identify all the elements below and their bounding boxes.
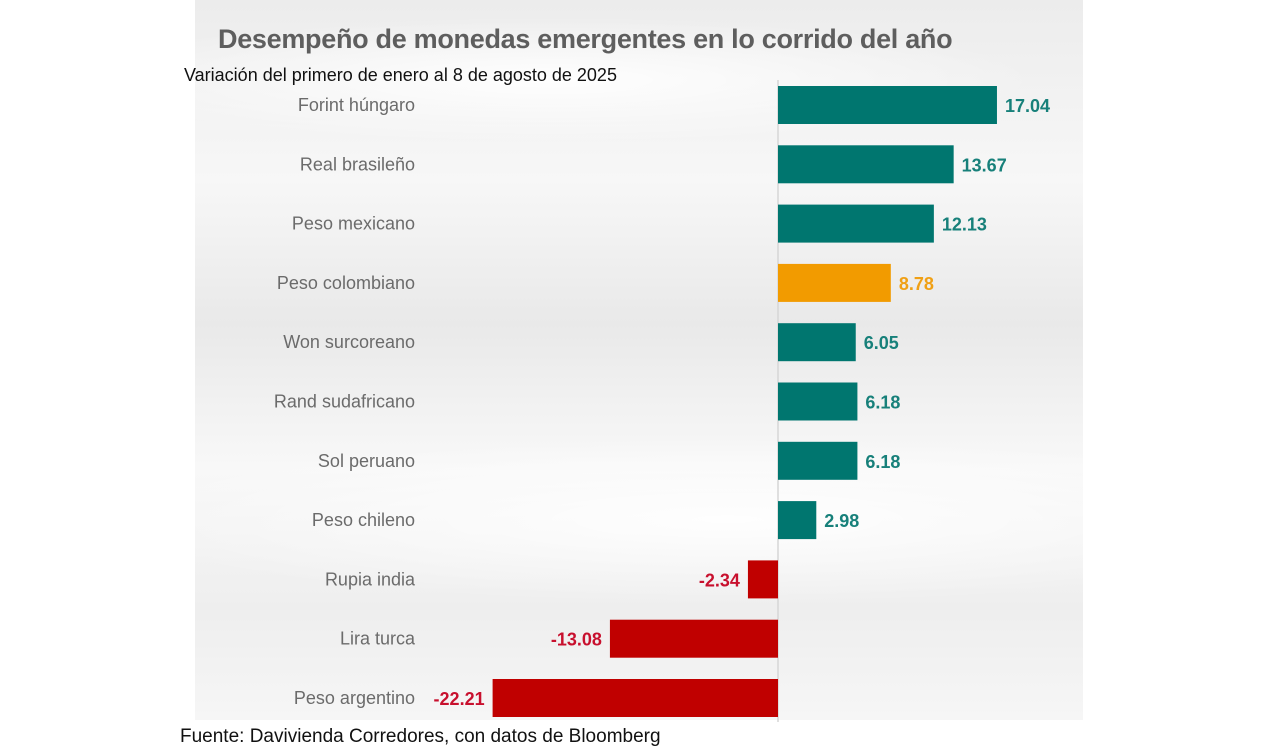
category-label: Lira turca [340,629,416,649]
bar [778,441,858,480]
category-label: Peso chileno [312,510,415,530]
bar [492,679,778,717]
data-label: -22.21 [434,689,485,709]
bar [778,145,954,184]
bar [747,560,778,599]
category-label: Peso mexicano [292,214,415,234]
data-label: 12.13 [942,215,987,235]
data-label: -13.08 [551,630,602,650]
category-label: Rand sudafricano [274,392,415,412]
category-label: Peso argentino [294,688,415,708]
chart-title: Desempeño de monedas emergentes en lo co… [218,24,953,54]
bar [778,382,858,421]
category-label: Peso colombiano [277,273,415,293]
bar [778,204,934,243]
data-label: 6.18 [865,393,900,413]
category-label: Forint húngaro [298,95,415,115]
data-label: 6.05 [864,333,899,353]
bar [778,323,856,362]
category-label: Won surcoreano [283,332,415,352]
chart-source: Fuente: Davivienda Corredores, con datos… [180,726,661,747]
data-label: 17.04 [1005,96,1050,116]
bar [778,501,817,540]
bar [609,619,778,658]
data-label: 8.78 [899,274,934,294]
bar [778,86,997,124]
category-label: Real brasileño [300,154,415,174]
bar [778,263,891,302]
chart-subtitle: Variación del primero de enero al 8 de a… [184,65,617,85]
data-label: 6.18 [865,452,900,472]
category-label: Sol peruano [318,451,415,471]
data-label: 13.67 [962,155,1007,175]
data-label: -2.34 [699,570,740,590]
category-label: Rupia india [325,569,416,589]
data-label: 2.98 [824,511,859,531]
